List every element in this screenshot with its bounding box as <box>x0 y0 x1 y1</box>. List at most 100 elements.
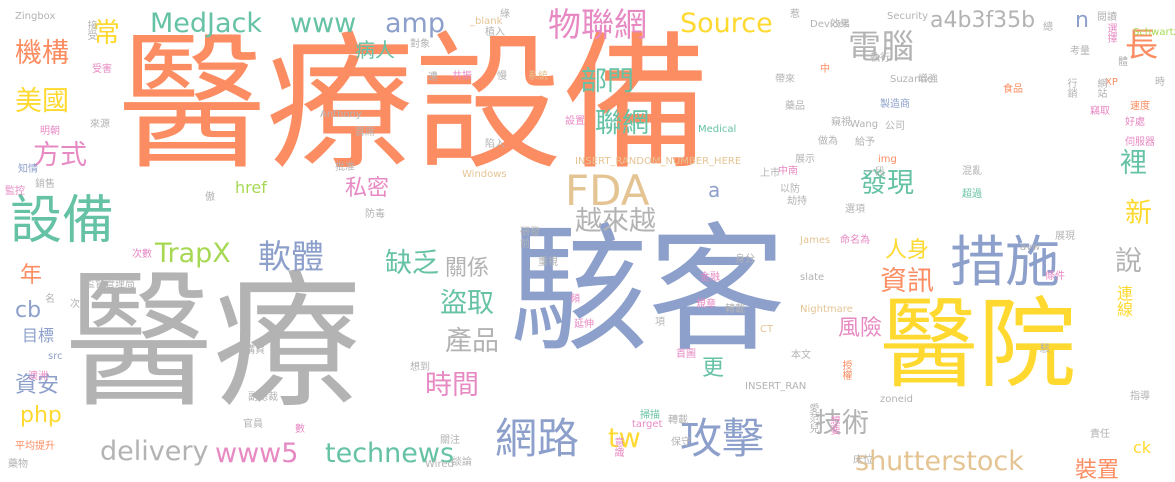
cloud-word-137: 效果 <box>830 19 850 30</box>
cloud-word-44: 產品 <box>445 326 499 357</box>
cloud-word-72: zoneid <box>880 394 913 405</box>
cloud-word-63: Anthony <box>320 109 362 120</box>
cloud-word-49: php <box>20 403 62 428</box>
cloud-word-7: FDA <box>565 166 650 215</box>
cloud-word-125: 澳洲 <box>28 371 48 382</box>
cloud-word-11: MedJack <box>150 8 263 39</box>
cloud-word-165: 總 <box>1043 22 1053 33</box>
cloud-word-94: 條件 <box>1045 271 1065 282</box>
cloud-word-126: 防毒 <box>365 209 385 220</box>
cloud-word-65: Wang <box>850 119 879 130</box>
cloud-word-136: 執行 <box>870 53 890 64</box>
cloud-word-14: Source <box>680 8 773 39</box>
cloud-word-16: n <box>1075 8 1089 33</box>
cloud-word-34: 軟體 <box>258 237 324 276</box>
cloud-word-5: 措施 <box>950 230 1061 294</box>
cloud-word-56: 裝置 <box>1075 458 1120 482</box>
cloud-word-95: 命名為 <box>840 235 870 246</box>
cloud-word-38: 資訊 <box>880 266 934 297</box>
cloud-word-10: 物聯網 <box>548 5 647 44</box>
cloud-word-52: technews <box>325 438 455 469</box>
cloud-word-160: 窺視 <box>831 117 851 128</box>
cloud-word-31: href <box>235 178 267 197</box>
cloud-word-121: 平均提升 <box>15 441 55 452</box>
cloud-word-120: 藥物 <box>8 459 28 470</box>
cloud-word-158: 中南 <box>778 166 798 177</box>
cloud-word-163: 頻 <box>570 294 580 305</box>
cloud-word-110: 責任 <box>1090 429 1110 440</box>
cloud-word-71: Nightmare <box>800 304 853 315</box>
cloud-word-40: 年 <box>20 263 43 288</box>
cloud-word-164: 項 <box>655 317 665 328</box>
cloud-word-9: 網路 <box>495 414 580 463</box>
cloud-word-39: 說 <box>1115 246 1142 277</box>
cloud-word-59: Zingbox <box>15 11 56 22</box>
cloud-word-74: Wired <box>425 459 454 470</box>
cloud-word-73: INSERT_RAN <box>745 381 807 392</box>
cloud-word-89: 好處 <box>1125 117 1145 128</box>
cloud-word-35: 缺乏 <box>385 248 439 279</box>
cloud-word-114: 意識 <box>612 437 623 457</box>
cloud-word-170: 駭 <box>1040 344 1050 355</box>
cloud-word-84: 藥品 <box>785 101 805 112</box>
cloud-word-112: 床位 <box>853 455 873 466</box>
cloud-word-15: a4b3f35b <box>930 8 1036 33</box>
cloud-word-175: 惹 <box>790 9 800 20</box>
cloud-word-98: 研發 <box>520 227 540 238</box>
cloud-word-132: 共振 <box>452 71 472 82</box>
cloud-word-37: 人身 <box>885 238 930 263</box>
cloud-word-6: 設備 <box>10 191 115 251</box>
cloud-word-30: 越來越 <box>575 206 656 237</box>
cloud-word-119: 官員 <box>243 419 263 430</box>
cloud-word-142: 公司 <box>885 121 905 132</box>
cloud-word-155: 以防 <box>780 184 800 195</box>
cloud-word-33: TrapX <box>155 238 231 269</box>
cloud-word-24: 方式 <box>33 140 87 171</box>
cloud-word-141: 選擇 <box>1105 23 1116 43</box>
cloud-word-82: 製造商 <box>880 99 910 110</box>
cloud-word-77: XP <box>1105 77 1118 88</box>
cloud-word-130: 設置 <box>565 116 585 127</box>
cloud-word-105: 首圖 <box>676 349 696 360</box>
cloud-word-85: 增強 <box>918 74 938 85</box>
cloud-word-66: INSERT_RANDOM_NUMBER_HERE <box>575 156 742 167</box>
cloud-word-42: 目標 <box>22 326 55 345</box>
cloud-word-162: 遭 <box>428 72 438 83</box>
cloud-word-111: 指導 <box>1130 391 1150 402</box>
cloud-word-150: 受害 <box>92 64 112 75</box>
cloud-word-32: a <box>708 178 721 202</box>
cloud-word-13: amp <box>385 8 445 39</box>
cloud-word-90: 伺服器 <box>1125 137 1155 148</box>
cloud-word-61: Schwartz <box>1133 27 1175 38</box>
cloud-word-43: 盜取 <box>440 288 494 319</box>
cloud-word-23: 美國 <box>15 86 69 117</box>
cloud-word-127: 批准 <box>335 162 355 173</box>
cloud-word-123: 想到 <box>410 362 430 373</box>
cloud-word-91: 混亂 <box>962 166 982 177</box>
cloud-word-92: 超過 <box>962 189 982 200</box>
cloud-word-3: 駭客 <box>510 210 787 371</box>
cloud-word-79: CT <box>760 324 774 335</box>
cloud-word-172: 傲 <box>205 192 215 203</box>
cloud-word-171: 時 <box>1155 77 1165 88</box>
cloud-word-135: 對象 <box>410 39 430 50</box>
cloud-word-167: 前 <box>520 239 530 250</box>
cloud-word-169: 數 <box>295 424 305 435</box>
cloud-word-75: target <box>632 419 663 430</box>
cloud-word-104: 延伸 <box>574 319 594 330</box>
cloud-word-67: Windows <box>462 169 507 180</box>
cloud-word-143: 做為 <box>818 136 838 147</box>
cloud-word-93: 展現 <box>1055 231 1075 242</box>
cloud-word-60: Security <box>887 11 929 22</box>
cloud-word-69: James <box>800 235 831 246</box>
cloud-word-109: 想要 <box>828 415 839 435</box>
cloud-word-88: 速度 <box>1130 101 1150 112</box>
cloud-word-20: 聯網 <box>595 108 649 139</box>
cloud-word-45: 時間 <box>425 370 479 401</box>
cloud-word-28: 裡 <box>1120 148 1147 179</box>
cloud-word-129: 陷入 <box>485 139 505 150</box>
cloud-word-107: 授權 <box>840 360 851 380</box>
cloud-word-133: 慢 <box>497 71 507 82</box>
cloud-word-68: Devices <box>810 19 850 30</box>
